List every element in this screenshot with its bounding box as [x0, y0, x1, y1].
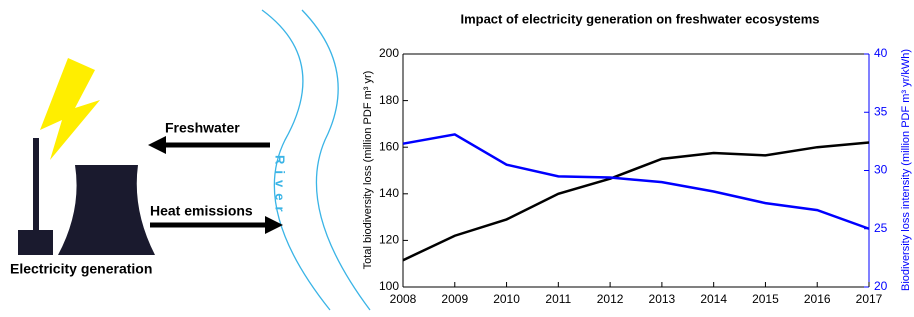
label: Heat emissions [150, 203, 253, 219]
river-bank [302, 10, 370, 310]
chart-title: Impact of electricity generation on fres… [460, 11, 819, 26]
x-tick-label: 2017 [856, 292, 883, 306]
x-tick-label: 2008 [390, 292, 417, 306]
river-bank [262, 10, 330, 310]
x-tick-label: 2013 [649, 292, 676, 306]
y2-tick-label: 40 [874, 46, 888, 60]
chimney-base [18, 230, 53, 255]
y-tick-label: 160 [379, 139, 399, 153]
river-label: River [273, 155, 288, 218]
y-axis-label: Total biodiversity loss (million PDF m³ … [362, 71, 374, 270]
y-tick-label: 200 [379, 46, 399, 60]
y2-tick-label: 25 [874, 221, 888, 235]
x-tick-label: 2012 [597, 292, 624, 306]
lightning [40, 58, 100, 160]
chimney [33, 138, 39, 232]
y2-tick-label: 35 [874, 104, 888, 118]
y-tick-label: 180 [379, 93, 399, 107]
line [403, 143, 869, 261]
label: Freshwater [165, 120, 240, 136]
x-tick-label: 2014 [700, 292, 727, 306]
x-tick-label: 2010 [493, 292, 520, 306]
y2-axis-label: Biodiversity loss intensity (million PDF… [900, 49, 912, 291]
x-tick-label: 2016 [804, 292, 831, 306]
y2-tick-label: 30 [874, 163, 888, 177]
y-tick-label: 100 [379, 279, 399, 293]
label: Electricity generation [10, 261, 152, 277]
arrowhead [265, 216, 283, 234]
y2-tick-label: 20 [874, 279, 888, 293]
x-tick-label: 2015 [752, 292, 779, 306]
line [403, 134, 869, 228]
y-tick-label: 140 [379, 186, 399, 200]
y-tick-label: 120 [379, 233, 399, 247]
cooling-tower [58, 165, 155, 255]
arrowhead [148, 136, 166, 154]
figure: Freshwater Heat emissions Electricity ge… [0, 0, 914, 317]
x-tick-label: 2009 [441, 292, 468, 306]
x-tick-label: 2011 [545, 292, 571, 306]
